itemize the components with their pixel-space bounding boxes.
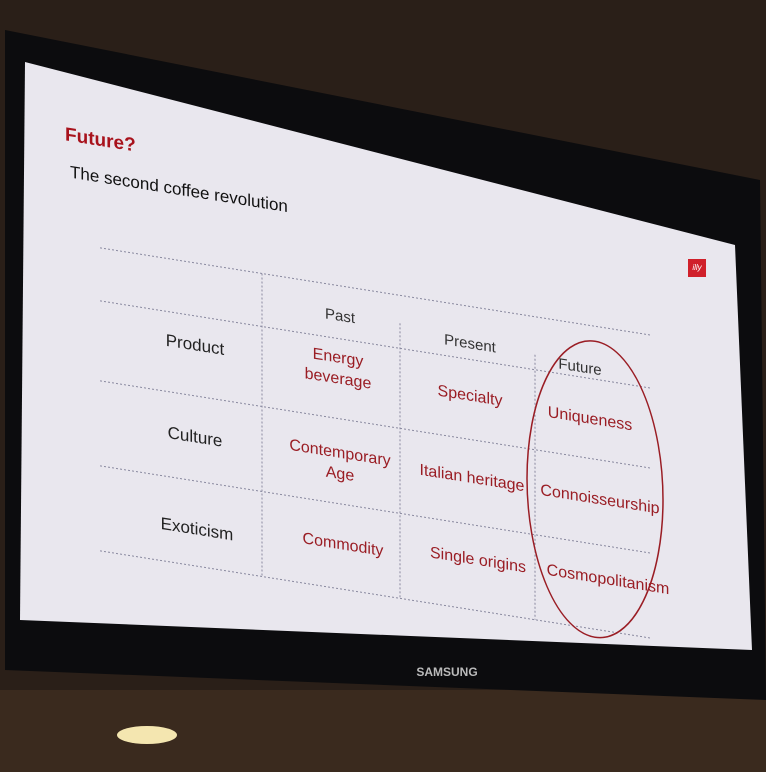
logo: illy bbox=[692, 263, 702, 272]
logo-box bbox=[688, 259, 706, 277]
circle-annotation bbox=[526, 340, 664, 639]
slide bbox=[20, 62, 752, 650]
column-header: Future bbox=[558, 355, 601, 379]
cell-text-line: Age bbox=[326, 463, 355, 485]
ceiling-light bbox=[117, 726, 177, 744]
column-header: Past bbox=[325, 306, 356, 328]
brand: SAMSUNG bbox=[416, 665, 477, 679]
wall bbox=[0, 690, 766, 772]
